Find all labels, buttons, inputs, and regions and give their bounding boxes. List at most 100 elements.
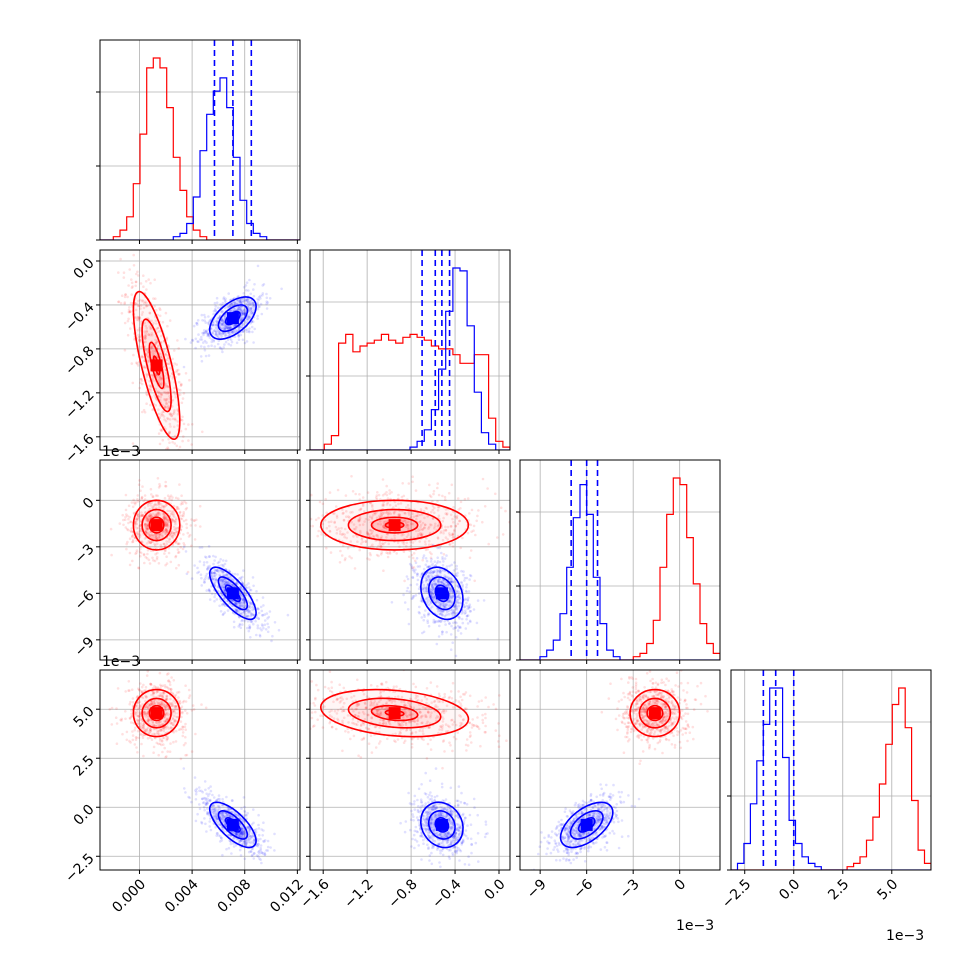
sample-point bbox=[450, 596, 453, 600]
sample-point bbox=[452, 569, 456, 572]
sample-point bbox=[450, 612, 454, 616]
sample-point bbox=[236, 306, 240, 309]
sample-point bbox=[248, 303, 252, 307]
sample-point bbox=[247, 610, 251, 614]
sample-point bbox=[134, 522, 137, 526]
sample-point bbox=[243, 312, 247, 316]
sample-point bbox=[243, 341, 247, 345]
sample-point bbox=[157, 501, 160, 505]
sample-point bbox=[138, 725, 142, 728]
sample-point bbox=[150, 702, 153, 705]
sample-point bbox=[174, 718, 177, 722]
sample-point bbox=[136, 751, 139, 754]
sample-point bbox=[167, 400, 171, 404]
sample-point bbox=[403, 518, 407, 522]
sample-point bbox=[138, 499, 141, 502]
sample-point bbox=[161, 413, 165, 417]
sample-point bbox=[178, 483, 181, 486]
sample-point bbox=[166, 324, 169, 328]
sample-point bbox=[146, 528, 149, 531]
sample-point bbox=[442, 604, 445, 608]
sample-point bbox=[131, 559, 134, 563]
sample-point bbox=[425, 578, 429, 581]
sample-point bbox=[138, 524, 141, 528]
sample-point bbox=[168, 431, 171, 434]
red-contour bbox=[319, 499, 470, 551]
sample-point bbox=[140, 379, 144, 383]
sample-point bbox=[481, 520, 484, 524]
sample-point bbox=[219, 558, 222, 561]
sample-point bbox=[134, 308, 138, 312]
sample-point bbox=[135, 551, 138, 554]
sample-point bbox=[164, 712, 167, 715]
sample-point bbox=[182, 365, 186, 369]
sample-point bbox=[465, 614, 469, 618]
sample-point bbox=[145, 392, 148, 396]
sample-point bbox=[424, 563, 428, 567]
sample-point bbox=[177, 696, 180, 699]
sample-point bbox=[227, 569, 231, 572]
sample-point bbox=[342, 518, 346, 522]
sample-point bbox=[120, 717, 124, 721]
sample-point bbox=[146, 304, 149, 308]
sample-point bbox=[163, 516, 167, 520]
sample-point bbox=[429, 591, 433, 594]
sample-point bbox=[153, 665, 156, 668]
sample-point bbox=[245, 328, 249, 331]
sample-point bbox=[421, 532, 424, 536]
sample-point bbox=[163, 736, 166, 740]
sample-point bbox=[452, 611, 456, 615]
histogram-panel bbox=[310, 250, 510, 450]
sample-point bbox=[409, 515, 413, 519]
sample-point bbox=[221, 322, 225, 326]
sample-point bbox=[447, 612, 451, 616]
sample-point bbox=[154, 341, 157, 345]
sample-point bbox=[224, 340, 228, 344]
sample-point bbox=[442, 529, 446, 532]
sample-point bbox=[204, 331, 207, 334]
sample-point bbox=[240, 611, 244, 615]
sample-point bbox=[474, 533, 477, 537]
sample-point bbox=[425, 559, 429, 563]
sample-point bbox=[219, 577, 223, 581]
sample-point bbox=[277, 628, 281, 632]
sample-point bbox=[381, 512, 385, 515]
sample-point bbox=[239, 601, 242, 604]
sample-point bbox=[229, 338, 233, 342]
sample-point bbox=[213, 571, 216, 575]
sample-point bbox=[433, 570, 436, 573]
sample-point bbox=[150, 701, 154, 705]
sample-point bbox=[369, 553, 372, 557]
sample-point bbox=[208, 564, 211, 568]
sample-point bbox=[146, 520, 150, 523]
sample-point bbox=[146, 523, 149, 526]
sample-point bbox=[382, 501, 386, 504]
sample-point bbox=[227, 332, 231, 336]
sample-point bbox=[386, 519, 390, 523]
sample-point bbox=[447, 577, 451, 581]
blue-contour bbox=[427, 576, 456, 611]
sample-point bbox=[375, 497, 379, 501]
sample-point bbox=[231, 599, 235, 603]
sample-point bbox=[220, 579, 223, 583]
sample-point bbox=[388, 489, 391, 492]
sample-point bbox=[171, 535, 174, 538]
sample-point bbox=[425, 590, 429, 594]
sample-point bbox=[257, 617, 260, 620]
sample-point bbox=[450, 596, 453, 599]
sample-point bbox=[165, 737, 169, 741]
sample-point bbox=[149, 682, 152, 686]
sample-point bbox=[449, 608, 453, 612]
sample-point bbox=[171, 417, 175, 421]
sample-point bbox=[135, 549, 139, 552]
sample-point bbox=[448, 532, 451, 535]
sample-point bbox=[150, 683, 153, 686]
sample-point bbox=[160, 703, 164, 707]
sample-point bbox=[347, 515, 350, 518]
sample-point bbox=[410, 553, 414, 557]
sample-point bbox=[242, 569, 245, 572]
sample-point bbox=[449, 599, 452, 602]
sample-point bbox=[417, 533, 420, 536]
sample-point bbox=[239, 300, 243, 303]
sample-point bbox=[468, 512, 471, 515]
